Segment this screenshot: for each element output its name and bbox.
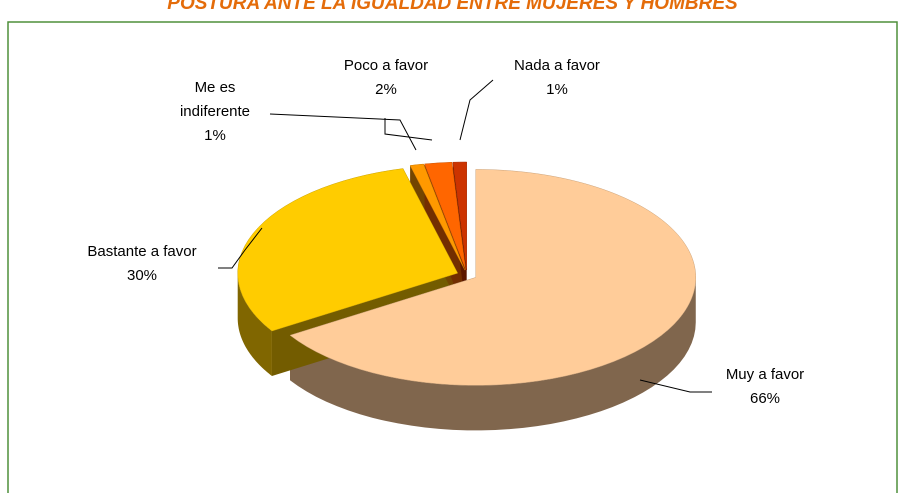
slice-side <box>290 277 696 431</box>
slice <box>289 169 697 386</box>
data-label: Muy a favor 66% <box>705 363 825 411</box>
leader-line <box>269 113 417 151</box>
label-value: 1% <box>546 81 568 98</box>
data-label: Nada a favor 1% <box>497 54 617 102</box>
label-name: Nada a favor <box>514 57 600 74</box>
label-value: 2% <box>375 81 397 98</box>
slice <box>424 161 466 271</box>
data-label: Poco a favor 2% <box>326 54 446 102</box>
frame <box>7 21 898 493</box>
label-name: Muy a favor <box>725 366 805 383</box>
slice <box>452 161 467 271</box>
leader-line <box>218 227 263 269</box>
label-value: 1% <box>204 127 226 144</box>
leader-line <box>384 118 433 141</box>
label-value: 66% <box>749 390 781 407</box>
data-label: Me es indiferente 1% <box>160 76 270 148</box>
label-value: 30% <box>126 267 158 284</box>
slice <box>237 168 459 332</box>
pie-tops <box>237 161 697 386</box>
label-name: Me es indiferente <box>179 79 251 120</box>
chart-title: POSTURA ANTE LA IGUALDAD ENTRE MUJERES Y… <box>167 0 738 14</box>
slice-side <box>237 273 272 377</box>
label-name: Bastante a favor <box>87 243 197 260</box>
label-name: Poco a favor <box>343 57 429 74</box>
data-label: Bastante a favor 30% <box>82 240 202 288</box>
slice <box>409 163 466 271</box>
leader-line <box>459 79 494 141</box>
leader-line <box>639 379 712 393</box>
